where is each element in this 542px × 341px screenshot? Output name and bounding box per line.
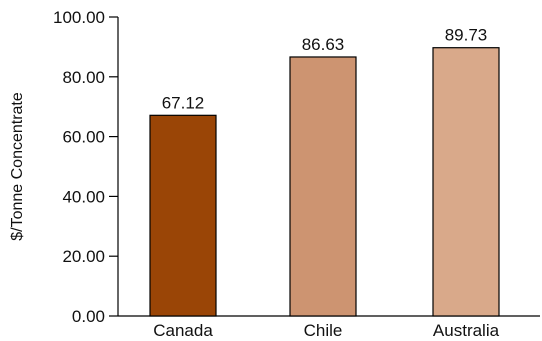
y-axis-title: $/Tonne Concentrate [9, 92, 26, 241]
y-tick-label: 100.00 [53, 8, 105, 27]
bar-chile [289, 56, 357, 317]
y-tick-label: 60.00 [62, 128, 105, 147]
bars [149, 47, 500, 317]
y-tick-label: 0.00 [72, 307, 105, 326]
y-axis: 0.00 20.00 40.00 60.00 80.00 100.00 [53, 8, 119, 326]
data-labels: 67.12 86.63 89.73 [162, 26, 488, 113]
data-label: 89.73 [445, 26, 488, 45]
x-axis: Canada Chile Australia [118, 315, 540, 340]
bar-canada [149, 114, 217, 317]
y-tick-label: 80.00 [62, 68, 105, 87]
y-tick-label: 20.00 [62, 247, 105, 266]
x-category-label: Canada [153, 321, 213, 340]
bar-australia [432, 47, 500, 317]
data-label: 86.63 [302, 35, 345, 54]
y-tick-label: 40.00 [62, 187, 105, 206]
x-category-label: Chile [304, 321, 343, 340]
data-label: 67.12 [162, 93, 205, 112]
x-category-label: Australia [433, 321, 500, 340]
